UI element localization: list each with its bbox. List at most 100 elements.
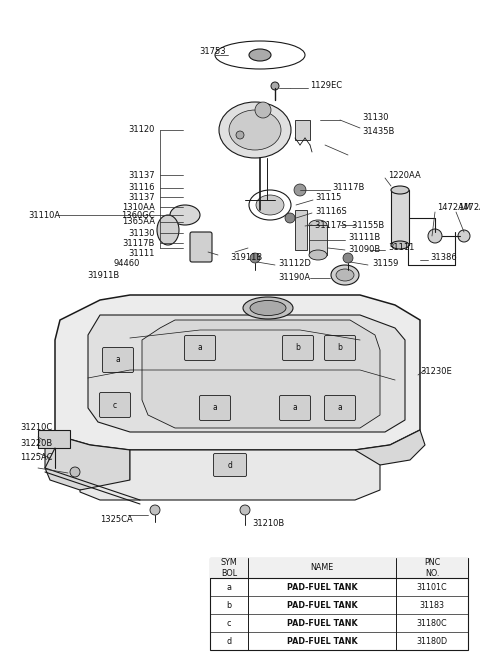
Text: 31101C: 31101C bbox=[417, 582, 447, 591]
Ellipse shape bbox=[170, 205, 200, 225]
Text: 31911B: 31911B bbox=[230, 253, 262, 263]
Text: 31112D: 31112D bbox=[278, 259, 311, 267]
Text: 31111: 31111 bbox=[388, 244, 414, 252]
Ellipse shape bbox=[309, 250, 327, 260]
Text: PAD-FUEL TANK: PAD-FUEL TANK bbox=[287, 618, 357, 627]
Circle shape bbox=[240, 505, 250, 515]
Text: 31190A: 31190A bbox=[278, 274, 310, 282]
FancyBboxPatch shape bbox=[103, 348, 133, 373]
Ellipse shape bbox=[219, 102, 291, 158]
Text: c: c bbox=[227, 618, 231, 627]
Text: 31116: 31116 bbox=[129, 183, 155, 193]
Text: a: a bbox=[337, 403, 342, 413]
FancyBboxPatch shape bbox=[190, 232, 212, 262]
Text: b: b bbox=[296, 343, 300, 352]
Ellipse shape bbox=[336, 269, 354, 281]
Text: b: b bbox=[227, 601, 231, 610]
Circle shape bbox=[255, 102, 271, 118]
Text: 1360GC: 1360GC bbox=[121, 210, 155, 219]
Text: 31117B: 31117B bbox=[332, 183, 364, 193]
FancyBboxPatch shape bbox=[99, 392, 131, 417]
Text: 31120: 31120 bbox=[129, 126, 155, 134]
Circle shape bbox=[285, 213, 295, 223]
Ellipse shape bbox=[249, 49, 271, 61]
FancyBboxPatch shape bbox=[214, 453, 247, 476]
FancyBboxPatch shape bbox=[184, 335, 216, 360]
Circle shape bbox=[236, 131, 244, 139]
Text: 31111: 31111 bbox=[129, 248, 155, 257]
Bar bbox=[309, 225, 327, 255]
Text: d: d bbox=[227, 637, 231, 645]
Circle shape bbox=[70, 467, 80, 477]
Ellipse shape bbox=[243, 297, 293, 319]
Ellipse shape bbox=[331, 265, 359, 285]
Ellipse shape bbox=[229, 110, 281, 150]
Text: a: a bbox=[293, 403, 298, 413]
Circle shape bbox=[458, 230, 470, 242]
Text: 31210B: 31210B bbox=[252, 519, 284, 527]
Text: PAD-FUEL TANK: PAD-FUEL TANK bbox=[287, 601, 357, 610]
Text: NAME: NAME bbox=[311, 563, 334, 572]
Text: 31090B: 31090B bbox=[348, 246, 380, 255]
Text: a: a bbox=[213, 403, 217, 413]
Polygon shape bbox=[45, 435, 130, 490]
Polygon shape bbox=[355, 430, 425, 465]
Text: 31230E: 31230E bbox=[420, 367, 452, 377]
Text: 31115: 31115 bbox=[315, 193, 341, 202]
Text: 1220AA: 1220AA bbox=[388, 170, 421, 179]
Text: 31180C: 31180C bbox=[417, 618, 447, 627]
Text: 1125AC: 1125AC bbox=[20, 453, 52, 462]
Ellipse shape bbox=[256, 195, 284, 215]
Text: 31220B: 31220B bbox=[20, 438, 52, 447]
Text: d: d bbox=[228, 460, 232, 470]
Ellipse shape bbox=[391, 241, 409, 249]
Text: PAD-FUEL TANK: PAD-FUEL TANK bbox=[287, 637, 357, 645]
Text: a: a bbox=[116, 356, 120, 364]
Text: 94460: 94460 bbox=[114, 259, 140, 267]
Ellipse shape bbox=[309, 220, 327, 230]
Circle shape bbox=[250, 253, 260, 263]
Text: c: c bbox=[113, 400, 117, 409]
Text: 31111B: 31111B bbox=[348, 233, 380, 242]
Text: 31117B: 31117B bbox=[122, 238, 155, 248]
Circle shape bbox=[343, 253, 353, 263]
Text: 31386: 31386 bbox=[430, 253, 457, 263]
Bar bbox=[38, 430, 70, 448]
Circle shape bbox=[150, 505, 160, 515]
Text: 31137: 31137 bbox=[128, 193, 155, 202]
Text: 1365AA: 1365AA bbox=[122, 217, 155, 227]
Text: a: a bbox=[198, 343, 203, 352]
Circle shape bbox=[428, 229, 442, 243]
Bar bbox=[295, 120, 310, 140]
Text: 31116S: 31116S bbox=[315, 208, 347, 217]
Bar bbox=[391, 190, 409, 245]
Text: 31210C: 31210C bbox=[20, 422, 52, 432]
Text: 31130: 31130 bbox=[129, 229, 155, 238]
Ellipse shape bbox=[157, 215, 179, 245]
FancyBboxPatch shape bbox=[324, 396, 356, 421]
Text: 1472AM: 1472AM bbox=[437, 204, 471, 212]
Text: 31117S  31155B: 31117S 31155B bbox=[315, 221, 384, 231]
Text: PNC
NO.: PNC NO. bbox=[424, 558, 440, 578]
Text: 31435B: 31435B bbox=[362, 128, 395, 136]
Ellipse shape bbox=[250, 301, 286, 316]
Text: 31130: 31130 bbox=[362, 113, 388, 122]
Text: 1310AA: 1310AA bbox=[122, 202, 155, 212]
Text: a: a bbox=[227, 582, 231, 591]
Text: SYM
BOL: SYM BOL bbox=[221, 558, 238, 578]
Bar bbox=[210, 558, 468, 650]
Ellipse shape bbox=[391, 186, 409, 194]
Text: 31183: 31183 bbox=[420, 601, 444, 610]
Text: 1325CA: 1325CA bbox=[100, 515, 133, 525]
Text: 31180D: 31180D bbox=[417, 637, 447, 645]
Text: 31911B: 31911B bbox=[88, 271, 120, 280]
Text: 31159: 31159 bbox=[372, 259, 398, 267]
FancyBboxPatch shape bbox=[283, 335, 313, 360]
FancyBboxPatch shape bbox=[200, 396, 230, 421]
Text: 1129EC: 1129EC bbox=[310, 81, 342, 90]
Text: PAD-FUEL TANK: PAD-FUEL TANK bbox=[287, 582, 357, 591]
Bar bbox=[210, 558, 468, 578]
Polygon shape bbox=[55, 295, 420, 450]
Polygon shape bbox=[88, 315, 405, 432]
Text: b: b bbox=[337, 343, 342, 352]
